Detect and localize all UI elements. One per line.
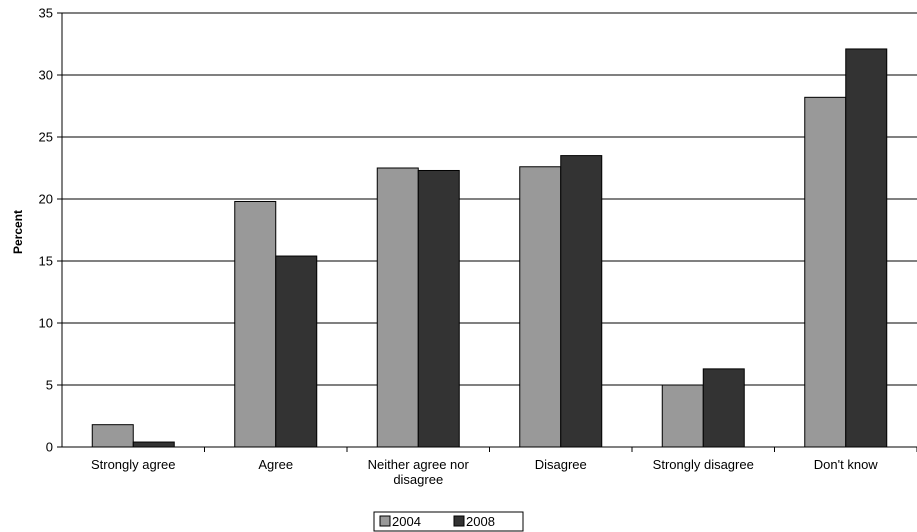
legend-box [373, 511, 524, 532]
y-tick-label: 20 [39, 192, 53, 207]
y-tick-label: 5 [46, 378, 53, 393]
x-tick-label-line: Disagree [535, 457, 587, 472]
bar-2004 [804, 96, 847, 448]
y-tick-label: 15 [39, 254, 53, 269]
x-tick-label: Neither agree nor disagree [368, 457, 470, 487]
legend-label-2008: 2008 [466, 514, 495, 529]
y-tick-label: 30 [39, 68, 53, 83]
bar-2004 [234, 200, 277, 448]
x-tick-label-line: Don't know [814, 457, 879, 472]
x-tick-label: Strongly agree [91, 457, 176, 472]
x-tick-label-line: Strongly disagree [653, 457, 754, 472]
y-tick-label: 25 [39, 130, 53, 145]
x-tick-label-line: Neither agree nor [368, 457, 470, 472]
bar-2004 [91, 424, 134, 448]
gridlines [62, 12, 917, 386]
x-tick-label-line: Agree [258, 457, 293, 472]
bar-2004 [661, 384, 704, 448]
bar-2004 [519, 166, 562, 448]
legend-swatch-2004 [379, 515, 391, 527]
x-tick-label: Agree [258, 457, 293, 472]
bar-2008 [560, 155, 603, 448]
axes [57, 12, 917, 452]
legend-swatch-2008 [453, 515, 465, 527]
y-tick-label: 35 [39, 6, 53, 21]
x-tick-label-line: disagree [393, 472, 443, 487]
bars [91, 48, 888, 448]
x-tick-label-line: Strongly agree [91, 457, 176, 472]
bar-2008 [132, 441, 175, 448]
bar-2004 [376, 167, 419, 448]
y-tick-label: 10 [39, 316, 53, 331]
x-tick-label: Strongly disagree [653, 457, 754, 472]
y-axis-label: Percent [11, 210, 25, 254]
bar-2008 [417, 169, 460, 448]
legend-label-2004: 2004 [392, 514, 421, 529]
legend: 2004 2008 [373, 511, 524, 532]
x-tick-label: Disagree [535, 457, 587, 472]
x-tick-labels: Strongly agree Agree Neither agree nor disa… [91, 457, 878, 487]
y-tick-label: 0 [46, 440, 53, 455]
x-tick-label: Don't know [814, 457, 879, 472]
bar-2008 [702, 368, 745, 448]
y-tick-labels: 0 5 10 15 20 25 30 35 [39, 6, 53, 455]
bar-2008 [845, 48, 888, 448]
bar-2008 [275, 255, 318, 448]
